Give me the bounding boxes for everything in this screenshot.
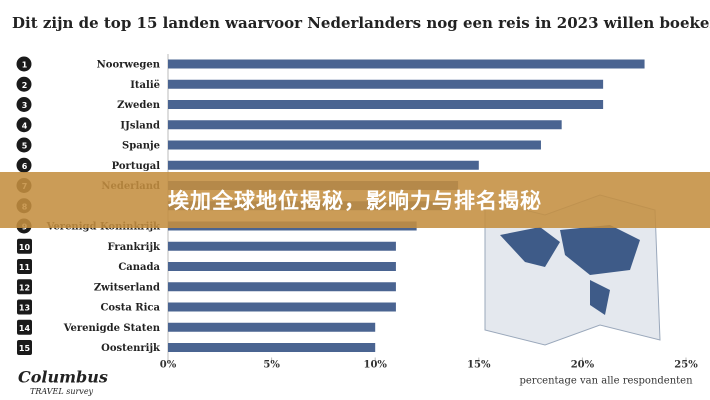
bar	[168, 100, 604, 109]
rank-badge	[16, 76, 32, 92]
category-label: Spanje	[122, 141, 160, 152]
rank-label: 13	[19, 304, 30, 313]
x-tick-label: 25%	[674, 360, 698, 371]
bar	[168, 302, 396, 312]
chart-title: Dit zijn de top 15 landen waarvoor Neder…	[12, 14, 710, 32]
x-axis-label: percentage van alle respondenten	[519, 376, 693, 387]
rank-badge	[17, 259, 32, 274]
rank-label: 15	[19, 344, 31, 353]
bar	[168, 262, 396, 271]
category-label: IJsland	[120, 120, 160, 131]
rank-label: 2	[22, 81, 28, 90]
rank-label: 6	[22, 162, 28, 171]
rank-badge	[17, 340, 32, 355]
category-label: Verenigde Staten	[63, 323, 161, 334]
bar	[168, 282, 396, 292]
map-decoration	[484, 194, 661, 346]
rank-label: 3	[22, 101, 28, 110]
bar	[168, 241, 396, 251]
category-label: Zwitserland	[94, 282, 160, 293]
rank-label: 4	[22, 121, 28, 130]
rank-badge	[17, 238, 32, 254]
rank-label: 10	[19, 243, 31, 252]
rank-badge	[17, 319, 32, 335]
logo: Columbus	[18, 368, 108, 387]
rank-label: 1	[22, 61, 28, 70]
logo-sub: TRAVEL survey	[30, 387, 94, 396]
category-label: Zweden	[117, 100, 161, 111]
x-tick-label: 15%	[467, 360, 491, 371]
rank-badge	[17, 299, 32, 315]
bar	[168, 140, 541, 150]
rank-badge	[16, 117, 32, 133]
rank-badge	[17, 279, 32, 295]
bar	[168, 322, 376, 332]
x-tick-label: 0%	[160, 360, 177, 371]
bar	[168, 59, 645, 69]
bar	[168, 160, 479, 170]
category-label: Portugal	[112, 161, 161, 172]
rank-label: 12	[19, 283, 30, 292]
category-label: Frankrijk	[108, 242, 162, 253]
category-label: Costa Rica	[100, 303, 160, 314]
bar	[168, 79, 604, 89]
rank-label: 11	[19, 263, 31, 272]
rank-badge	[16, 56, 32, 72]
x-tick-label: 10%	[363, 360, 387, 371]
rank-badge	[16, 97, 32, 112]
category-label: Canada	[118, 262, 160, 273]
category-label: Oostenrijk	[101, 343, 161, 354]
bar	[168, 120, 562, 130]
bar	[168, 343, 376, 352]
category-label: Italië	[130, 80, 160, 91]
rank-badge	[16, 137, 32, 153]
category-label: Noorwegen	[97, 60, 161, 71]
x-tick-label: 20%	[571, 360, 595, 371]
rank-label: 14	[19, 324, 31, 333]
rank-label: 5	[22, 142, 28, 151]
banner: 埃加全球地位揭秘，影响力与排名揭秘	[0, 172, 710, 228]
x-tick-label: 5%	[263, 360, 280, 371]
rank-badge	[16, 157, 32, 173]
